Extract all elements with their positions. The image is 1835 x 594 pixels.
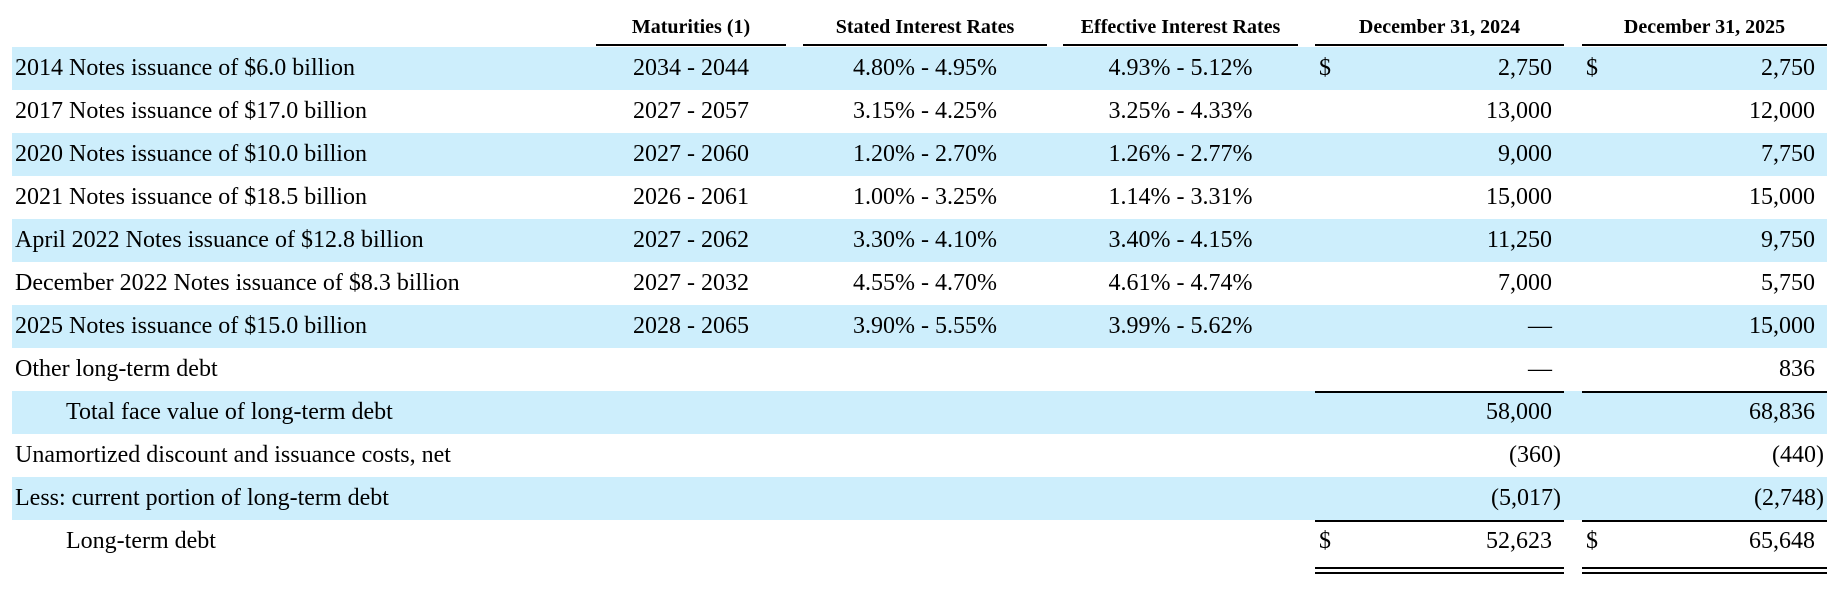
cell-text: 4.55% - 4.70%	[853, 270, 997, 296]
column-header: Maturities (1)	[596, 8, 786, 46]
cell-amount: 9,000	[1498, 141, 1552, 167]
cell-amount: 15,000	[1749, 184, 1815, 210]
cell-amount: 15,000	[1486, 184, 1552, 210]
cell-text: 3.90% - 5.55%	[853, 313, 997, 339]
cell-text: 2026 - 2061	[633, 184, 749, 210]
double-rule	[1582, 572, 1827, 574]
column-header: December 31, 2024	[1315, 8, 1564, 46]
cell-amount: 2,750	[1498, 55, 1552, 81]
cell-text: 2027 - 2062	[633, 227, 749, 253]
row-label: 2025 Notes issuance of $15.0 billion	[15, 313, 367, 339]
cell-text: 3.15% - 4.25%	[853, 98, 997, 124]
row-shading	[12, 305, 1827, 348]
cell-text: 1.26% - 2.77%	[1108, 141, 1253, 167]
cell-amount: 15,000	[1749, 313, 1815, 339]
double-rule	[1582, 567, 1827, 569]
row-label: 2017 Notes issuance of $17.0 billion	[15, 98, 367, 124]
cell-text: 3.30% - 4.10%	[853, 227, 997, 253]
total-rule	[1582, 520, 1827, 522]
cell-amount: 65,648	[1749, 528, 1815, 554]
row-label: Less: current portion of long-term debt	[15, 485, 389, 511]
cell-amount: (440)	[1772, 442, 1824, 468]
row-shading	[12, 47, 1827, 90]
cell-amount: 7,000	[1498, 270, 1552, 296]
cell-amount: —	[1528, 356, 1552, 382]
cell-text: 3.40% - 4.15%	[1108, 227, 1253, 253]
cell-amount: —	[1528, 313, 1552, 339]
cell-text: 2027 - 2032	[633, 270, 749, 296]
row-label: Unamortized discount and issuance costs,…	[15, 442, 451, 468]
row-shading	[12, 477, 1827, 520]
cell-text: 4.93% - 5.12%	[1108, 55, 1253, 81]
cell-text: 2027 - 2057	[633, 98, 749, 124]
column-header: Stated Interest Rates	[803, 8, 1047, 46]
row-shading	[12, 219, 1827, 262]
cell-text: 1.14% - 3.31%	[1108, 184, 1253, 210]
cell-amount: 2,750	[1761, 55, 1815, 81]
double-rule	[1315, 572, 1564, 574]
row-label: Total face value of long-term debt	[66, 399, 393, 425]
row-label: Long-term debt	[66, 528, 216, 554]
cell-amount: 13,000	[1486, 98, 1552, 124]
cell-amount: 9,750	[1761, 227, 1815, 253]
cell-text: 4.80% - 4.95%	[853, 55, 997, 81]
column-header: December 31, 2025	[1582, 8, 1827, 46]
total-rule	[1315, 520, 1564, 522]
cell-amount: 7,750	[1761, 141, 1815, 167]
currency-symbol: $	[1586, 55, 1598, 81]
currency-symbol: $	[1586, 528, 1598, 554]
cell-amount: 12,000	[1749, 98, 1815, 124]
cell-text: 1.00% - 3.25%	[853, 184, 997, 210]
row-shading	[12, 391, 1827, 434]
cell-text: 2028 - 2065	[633, 313, 749, 339]
cell-amount: 58,000	[1486, 399, 1552, 425]
cell-amount: (5,017)	[1491, 485, 1561, 511]
cell-amount: 836	[1779, 356, 1815, 382]
cell-amount: 5,750	[1761, 270, 1815, 296]
column-header: Effective Interest Rates	[1063, 8, 1298, 46]
row-shading	[12, 133, 1827, 176]
row-label: 2014 Notes issuance of $6.0 billion	[15, 55, 355, 81]
cell-text: 3.25% - 4.33%	[1108, 98, 1253, 124]
double-rule	[1315, 567, 1564, 569]
cell-text: 1.20% - 2.70%	[853, 141, 997, 167]
cell-amount: 52,623	[1486, 528, 1552, 554]
row-label: 2020 Notes issuance of $10.0 billion	[15, 141, 367, 167]
currency-symbol: $	[1319, 528, 1331, 554]
cell-amount: 11,250	[1486, 227, 1552, 253]
row-label: 2021 Notes issuance of $18.5 billion	[15, 184, 367, 210]
cell-amount: (360)	[1509, 442, 1561, 468]
cell-text: 2027 - 2060	[633, 141, 749, 167]
row-label: April 2022 Notes issuance of $12.8 billi…	[15, 227, 424, 253]
cell-text: 3.99% - 5.62%	[1108, 313, 1253, 339]
cell-text: 2034 - 2044	[633, 55, 749, 81]
currency-symbol: $	[1319, 55, 1331, 81]
total-rule	[1582, 391, 1827, 393]
total-rule	[1315, 391, 1564, 393]
cell-amount: (2,748)	[1754, 485, 1824, 511]
cell-text: 4.61% - 4.74%	[1108, 270, 1253, 296]
row-label: Other long-term debt	[15, 356, 218, 382]
row-label: December 2022 Notes issuance of $8.3 bil…	[15, 270, 460, 296]
cell-amount: 68,836	[1749, 399, 1815, 425]
